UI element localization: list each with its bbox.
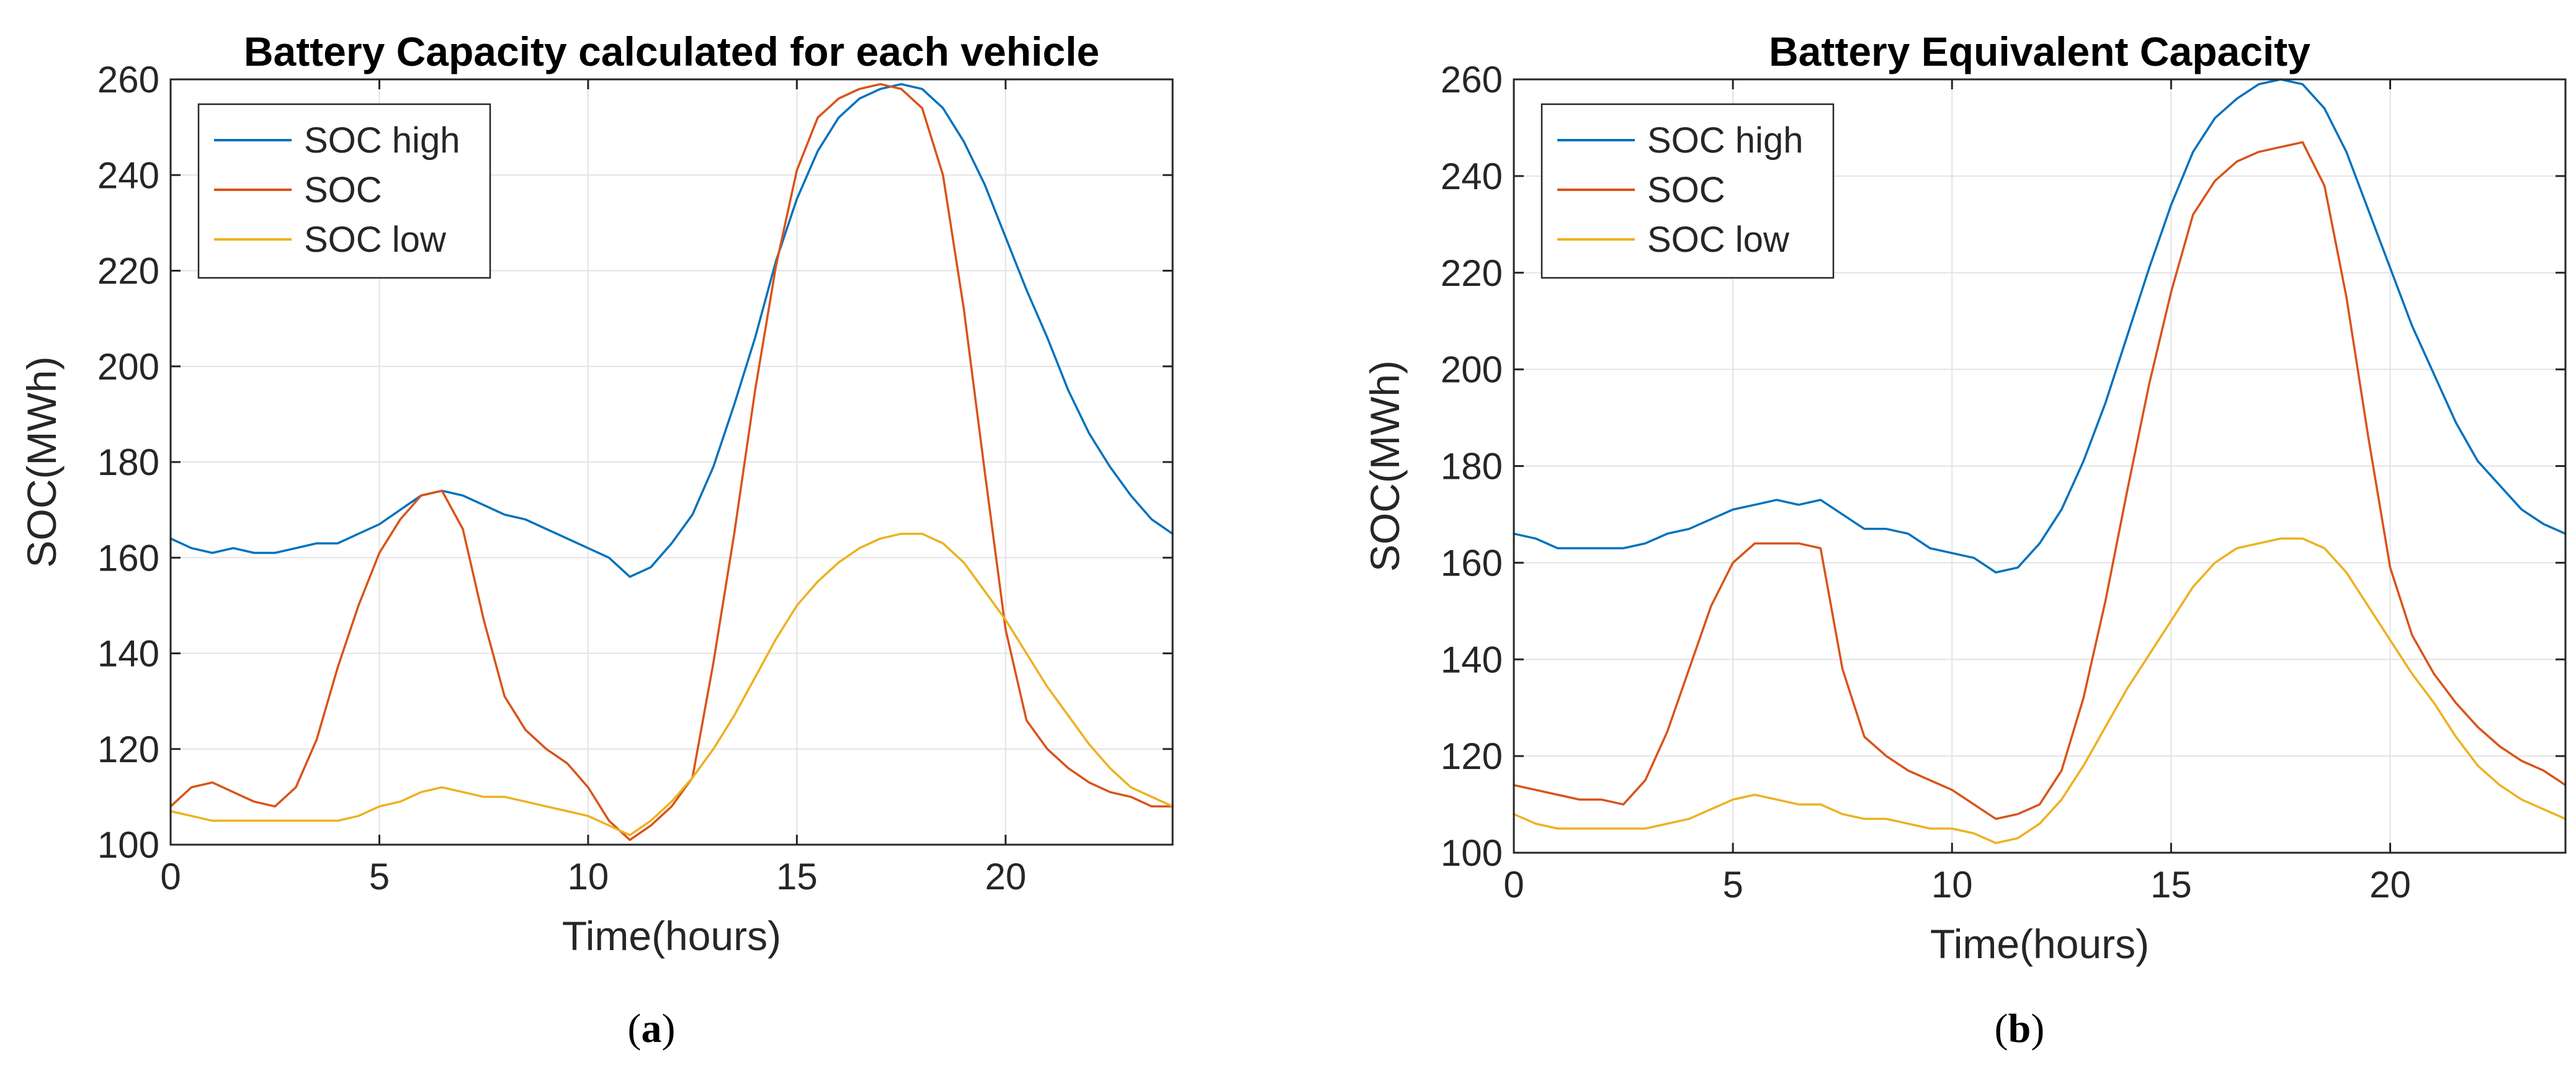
y-tick-label: 140 — [97, 633, 159, 675]
legend-label: SOC — [1647, 170, 1725, 210]
y-tick-label: 180 — [97, 442, 159, 483]
y-tick-label: 140 — [1441, 639, 1503, 680]
y-tick-label: 160 — [97, 537, 159, 579]
chart-title: Battery Capacity calculated for each veh… — [244, 29, 1099, 74]
series-line-soc-high — [1513, 78, 2567, 574]
y-tick-label: 220 — [97, 251, 159, 292]
x-tick-label: 10 — [568, 856, 609, 897]
legend-label: SOC high — [304, 120, 460, 161]
y-tick-label: 240 — [1441, 156, 1503, 197]
x-tick-label: 15 — [776, 856, 818, 897]
series-line-soc — [1513, 141, 2567, 820]
y-tick-label: 260 — [1441, 59, 1503, 100]
legend-label: SOC low — [304, 220, 447, 260]
caption-paren-close: ) — [2031, 1006, 2044, 1051]
y-tick-label: 160 — [1441, 542, 1503, 584]
chart-panel-2: 0 5 10 15 20 100 120 140 160 180 200 220 240 260 Time(… — [1362, 29, 2567, 1051]
y-tick-label: 100 — [1441, 832, 1503, 874]
legend-label: SOC — [304, 170, 382, 210]
y-tick-label: 260 — [97, 59, 159, 100]
legend: SOC high SOC SOC low — [197, 103, 491, 279]
legend: SOC high SOC SOC low — [1541, 103, 1835, 279]
y-tick-label: 200 — [1441, 349, 1503, 391]
y-axis-label: SOC(MWh) — [1362, 360, 1408, 572]
caption-paren-open: ( — [1995, 1006, 2008, 1051]
x-axis-label: Time(hours) — [562, 913, 781, 959]
chart-title: Battery Equivalent Capacity — [1769, 29, 2310, 74]
legend-label: SOC high — [1647, 120, 1803, 161]
y-tick-label: 220 — [1441, 252, 1503, 294]
x-tick-label: 0 — [160, 856, 181, 897]
panel-caption: (b) — [1995, 1006, 2045, 1051]
series-line-soc — [169, 82, 1174, 842]
series-line-soc-high — [169, 82, 1174, 578]
x-tick-label: 20 — [985, 856, 1026, 897]
caption-paren-open: ( — [628, 1006, 642, 1051]
series-line-soc-low — [1513, 537, 2567, 845]
x-tick-label: 15 — [2150, 864, 2192, 905]
caption-letter: a — [642, 1006, 662, 1051]
x-tick-label: 5 — [369, 856, 390, 897]
series-line-soc-low — [169, 532, 1174, 837]
y-tick-label: 180 — [1441, 446, 1503, 487]
y-tick-label: 120 — [1441, 736, 1503, 777]
panel-caption: (a) — [628, 1006, 676, 1051]
y-tick-label: 100 — [97, 824, 159, 866]
y-axis-label: SOC(MWh) — [19, 357, 65, 568]
legend-label: SOC low — [1647, 220, 1790, 260]
x-tick-label: 0 — [1503, 864, 1524, 905]
caption-letter: b — [2008, 1006, 2031, 1051]
x-tick-label: 10 — [1931, 864, 1973, 905]
x-tick-label: 20 — [2369, 864, 2411, 905]
y-tick-label: 120 — [97, 729, 159, 770]
chart-panel-1: 0 5 10 15 20 100 120 140 160 180 200 220 240 260 Time(… — [19, 29, 1174, 1051]
x-tick-label: 5 — [1722, 864, 1743, 905]
x-axis-label: Time(hours) — [1930, 921, 2149, 967]
y-tick-label: 200 — [97, 346, 159, 388]
y-tick-label: 240 — [97, 154, 159, 196]
caption-paren-close: ) — [662, 1006, 676, 1051]
